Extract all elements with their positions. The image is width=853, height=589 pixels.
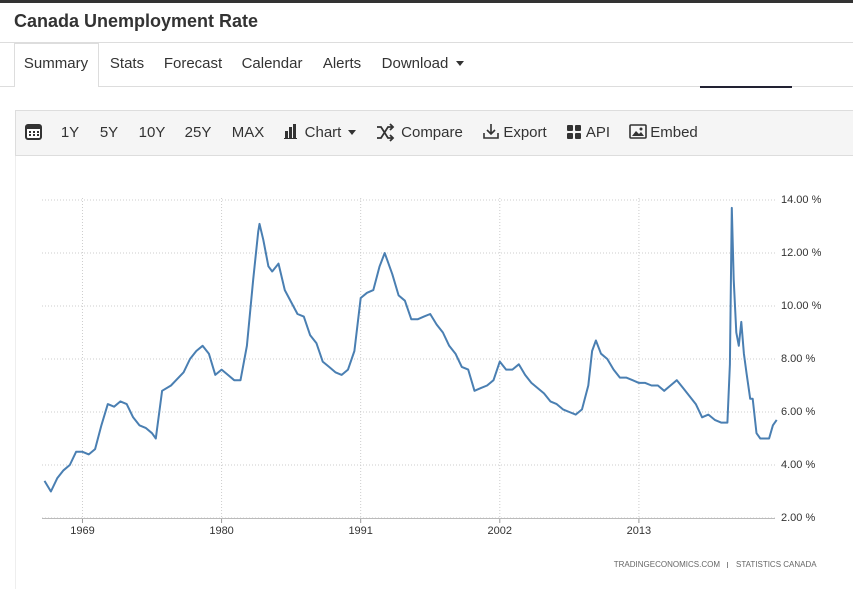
- y-tick-label: 10.00 %: [781, 300, 822, 312]
- y-tick-label: 2.00 %: [781, 512, 815, 524]
- calendar-icon[interactable]: [25, 124, 42, 140]
- x-tick-label: 1980: [209, 525, 233, 537]
- data-line: [43, 206, 778, 493]
- toolbar-button[interactable]: Compare: [401, 124, 463, 141]
- nav-tab[interactable]: Download: [382, 55, 449, 72]
- embed-icon: [629, 124, 647, 139]
- x-tick-label: 1991: [348, 525, 372, 537]
- active-tab: [14, 43, 99, 87]
- x-tick-label: 1969: [70, 525, 94, 537]
- active-tab-gap: [15, 86, 98, 88]
- page-title: Canada Unemployment Rate: [14, 11, 258, 31]
- source-label: TRADINGECONOMICS.COM: [614, 560, 721, 569]
- toolbar-button[interactable]: Export: [503, 124, 547, 141]
- toolbar-button[interactable]: 1Y: [61, 124, 79, 141]
- dropdown-caret: [456, 61, 464, 66]
- toolbar-button[interactable]: 25Y: [185, 124, 212, 141]
- compare-icon: [377, 123, 395, 142]
- y-tick-label: 12.00 %: [781, 247, 822, 259]
- toolbar: [15, 110, 853, 156]
- image-edge: [700, 86, 792, 88]
- toolbar-button[interactable]: 5Y: [100, 124, 118, 141]
- nav-tab[interactable]: Alerts: [323, 55, 361, 72]
- toolbar-button[interactable]: Embed: [650, 124, 698, 141]
- chart-caret: [348, 130, 356, 135]
- toolbar-button[interactable]: Chart: [305, 124, 343, 141]
- export-icon: [483, 124, 499, 139]
- y-tick-label: 6.00 %: [781, 406, 815, 418]
- toolbar-button[interactable]: MAX: [232, 124, 265, 141]
- source-label: STATISTICS CANADA: [736, 560, 817, 569]
- x-tick-label: 2002: [488, 525, 512, 537]
- toolbar-button[interactable]: 10Y: [139, 124, 166, 141]
- chart-icon: [284, 124, 297, 139]
- nav-tab[interactable]: Summary: [24, 55, 89, 72]
- nav-tab[interactable]: Forecast: [164, 55, 223, 72]
- y-tick-label: 4.00 %: [781, 459, 815, 471]
- top-border: [0, 0, 853, 3]
- y-tick-label: 14.00 %: [781, 194, 822, 206]
- x-tick-label: 2013: [627, 525, 651, 537]
- nav-tab[interactable]: Stats: [110, 55, 144, 72]
- api-icon: [567, 125, 581, 139]
- y-tick-label: 8.00 %: [781, 353, 815, 365]
- toolbar-button[interactable]: API: [586, 124, 610, 141]
- nav-tab[interactable]: Calendar: [242, 55, 303, 72]
